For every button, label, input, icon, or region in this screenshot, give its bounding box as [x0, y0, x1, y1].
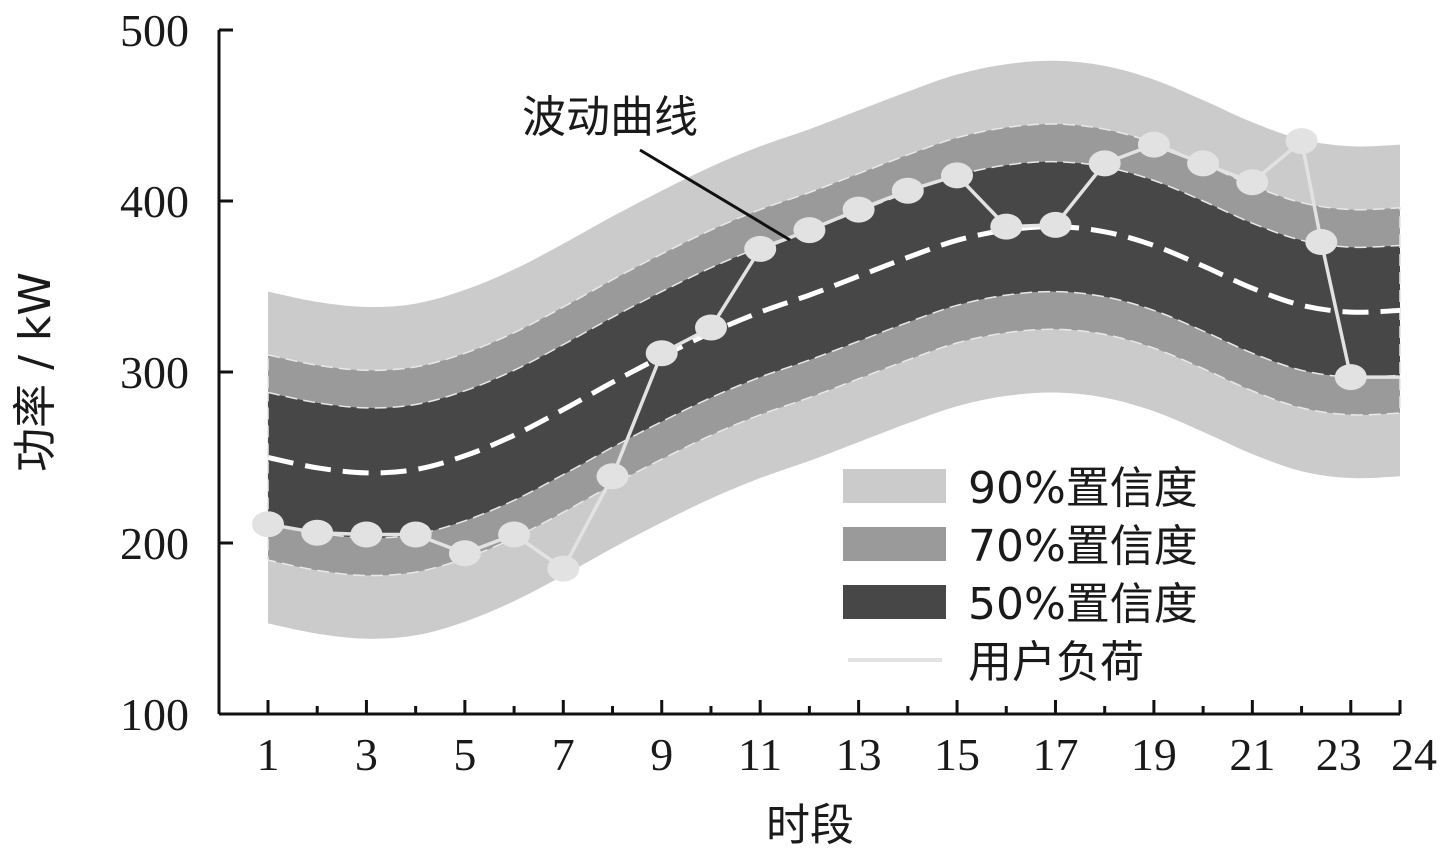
annotation: 波动曲线	[522, 92, 791, 242]
confidence-band-3	[267, 160, 1401, 539]
legend-swatch	[843, 527, 946, 561]
user-load-point	[941, 162, 973, 189]
user-load-point	[1305, 229, 1338, 255]
user-load-point	[695, 314, 727, 341]
x-tick-label: 7	[552, 729, 575, 780]
x-tick-label: 17	[1032, 729, 1078, 780]
y-tick-label: 300	[120, 347, 189, 398]
user-load-point	[990, 213, 1023, 240]
user-load-point	[1137, 131, 1170, 158]
x-tick-label: 13	[836, 729, 882, 780]
fluctuation-curve-group	[267, 224, 1401, 476]
user-load-point	[891, 177, 924, 204]
user-load-point	[1039, 211, 1072, 238]
user-load-point	[744, 235, 777, 262]
annotation-leader-line	[639, 148, 791, 242]
legend-swatch	[843, 469, 946, 503]
legend-swatch	[843, 585, 946, 619]
fluctuation-curve	[267, 224, 1401, 476]
user-load-series	[252, 128, 1400, 582]
user-load-point	[1334, 364, 1367, 391]
x-tick-label: 1	[257, 729, 280, 780]
x-tick-label: 19	[1131, 729, 1177, 780]
user-load-point	[1187, 150, 1220, 177]
x-tick-label: 3	[355, 729, 378, 780]
user-load-point	[301, 519, 334, 546]
y-tick-label: 400	[120, 176, 189, 227]
x-tick-label: 9	[650, 729, 673, 780]
legend-label: 70%置信度	[968, 521, 1198, 572]
user-load-point	[1088, 150, 1121, 177]
confidence-bands	[267, 60, 1401, 639]
user-load-point	[547, 555, 580, 582]
x-tick-label: 21	[1229, 729, 1275, 780]
x-tick-label: 23	[1316, 729, 1362, 780]
user-load-point	[350, 521, 383, 548]
x-tick-label: 15	[934, 729, 980, 780]
x-axis-title: 时段	[766, 800, 854, 851]
user-load-point	[793, 217, 826, 244]
user-load-point	[498, 521, 531, 548]
y-axis-title: 功率 / kW	[10, 272, 61, 472]
user-load-point	[645, 340, 678, 367]
annotation-label: 波动曲线	[522, 92, 698, 143]
x-tick-label: 24	[1391, 729, 1437, 780]
user-load-point	[596, 463, 629, 490]
user-load-point	[1236, 169, 1269, 196]
y-tick-label: 500	[120, 5, 189, 56]
y-tick-label: 100	[120, 689, 189, 740]
legend-label: 50%置信度	[968, 579, 1198, 630]
legend-label: 90%置信度	[968, 463, 1198, 514]
legend-label: 用户负荷	[968, 637, 1144, 688]
y-tick-label: 200	[120, 518, 189, 569]
x-tick-label: 11	[738, 729, 782, 780]
user-load-point	[399, 521, 432, 548]
user-load-point	[842, 196, 875, 223]
user-load-point	[252, 511, 284, 538]
x-tick-label: 5	[453, 729, 476, 780]
user-load-point	[1285, 128, 1318, 155]
user-load-point	[448, 540, 481, 567]
